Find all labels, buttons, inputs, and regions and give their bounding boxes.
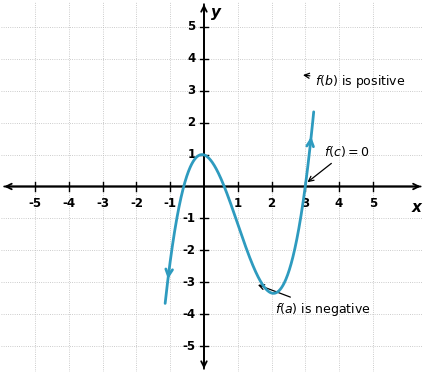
Text: 2: 2 (267, 197, 276, 210)
Text: $f(a)$ is negative: $f(a)$ is negative (259, 285, 371, 318)
Text: 4: 4 (187, 52, 196, 65)
Text: 1: 1 (187, 148, 196, 161)
Text: 1: 1 (233, 197, 242, 210)
Text: -5: -5 (182, 339, 196, 352)
Text: -1: -1 (164, 197, 177, 210)
Text: 3: 3 (301, 197, 309, 210)
Text: -1: -1 (182, 212, 196, 225)
Text: $f(b)$ is positive: $f(b)$ is positive (304, 73, 406, 90)
Text: 4: 4 (335, 197, 343, 210)
Text: -3: -3 (96, 197, 109, 210)
Text: -2: -2 (182, 244, 196, 257)
Text: 3: 3 (187, 84, 196, 97)
Text: -2: -2 (130, 197, 143, 210)
Text: 2: 2 (187, 116, 196, 129)
Text: x: x (412, 200, 422, 215)
Text: y: y (212, 4, 221, 19)
Text: -3: -3 (182, 276, 196, 289)
Text: -4: -4 (62, 197, 76, 210)
Text: 5: 5 (187, 21, 196, 34)
Text: $f(c) = 0$: $f(c) = 0$ (309, 144, 369, 181)
Text: -5: -5 (28, 197, 42, 210)
Text: 5: 5 (369, 197, 377, 210)
Text: -4: -4 (182, 308, 196, 321)
